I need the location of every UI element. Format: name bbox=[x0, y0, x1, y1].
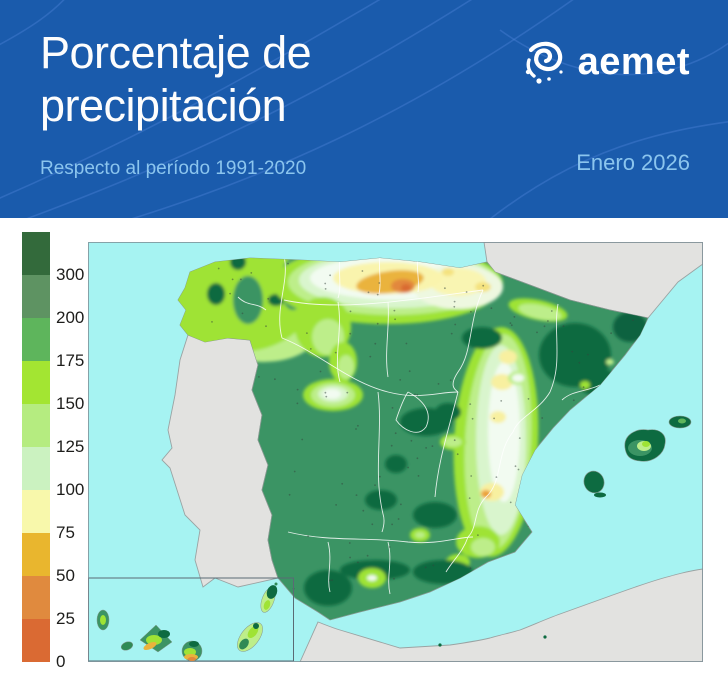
legend-band: 125 bbox=[22, 404, 84, 456]
legend-tick-label: 75 bbox=[56, 523, 75, 542]
precipitation-map bbox=[88, 241, 704, 663]
balearic-islands bbox=[583, 415, 692, 498]
period-label: Enero 2026 bbox=[576, 150, 690, 175]
legend-tick-label: 0 bbox=[56, 652, 66, 671]
legend-band: 150 bbox=[22, 361, 84, 413]
legend-band: 300 bbox=[22, 232, 84, 284]
page-title-line1: Porcentaje de bbox=[40, 27, 312, 78]
aemet-logo-text: aemet bbox=[577, 40, 690, 83]
legend-band: 75 bbox=[22, 490, 75, 542]
melilla-dot bbox=[543, 635, 547, 639]
legend-tick-label: 100 bbox=[56, 480, 85, 499]
legend-band: 175 bbox=[22, 318, 84, 370]
foreign-land bbox=[161, 241, 704, 663]
map-frame bbox=[88, 242, 703, 662]
legend-tick-label: 200 bbox=[56, 308, 85, 327]
page-title: Porcentaje de precipitación bbox=[40, 26, 312, 132]
spain-map-svg bbox=[88, 241, 704, 663]
header-banner: Porcentaje de precipitación Respecto al … bbox=[0, 0, 728, 218]
canary-islands-inset bbox=[88, 577, 294, 662]
legend-band: 50 bbox=[22, 533, 75, 585]
legend-tick-label: 50 bbox=[56, 566, 75, 585]
ceuta-dot bbox=[438, 643, 442, 647]
decorative-waves-icon bbox=[0, 0, 728, 218]
color-scale-legend: 300 200 175 150 125 100 75 50 25 0 bbox=[22, 232, 84, 671]
legend-band: 25 bbox=[22, 576, 75, 628]
aemet-logo: aemet bbox=[517, 36, 690, 88]
page-title-line2: precipitación bbox=[40, 80, 287, 131]
legend-band: 0 bbox=[22, 619, 65, 671]
legend-tick-label: 25 bbox=[56, 609, 75, 628]
legend-band: 200 bbox=[22, 275, 84, 327]
aemet-swirl-icon bbox=[525, 41, 563, 84]
page-subtitle: Respecto al período 1991-2020 bbox=[40, 158, 307, 179]
legend-band: 100 bbox=[22, 447, 84, 499]
legend-tick-label: 150 bbox=[56, 394, 85, 413]
africa-land bbox=[299, 568, 704, 663]
legend-tick-label: 125 bbox=[56, 437, 85, 456]
legend-tick-label: 300 bbox=[56, 265, 85, 284]
legend-tick-label: 175 bbox=[56, 351, 85, 370]
